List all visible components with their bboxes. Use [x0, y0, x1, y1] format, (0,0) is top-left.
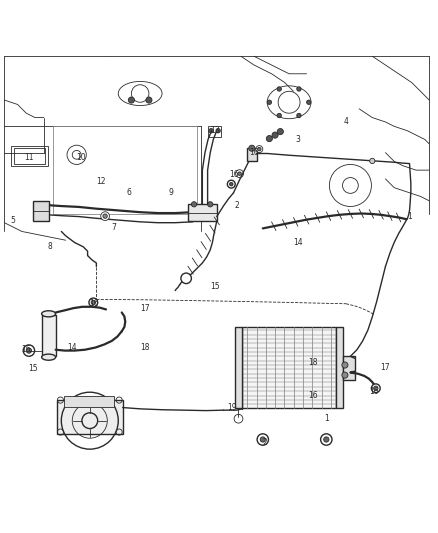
- Bar: [236, 327, 242, 408]
- Circle shape: [371, 384, 380, 393]
- Text: 16: 16: [308, 391, 318, 400]
- Circle shape: [256, 146, 263, 152]
- Text: 15: 15: [210, 282, 219, 290]
- Text: 4: 4: [343, 117, 349, 126]
- Circle shape: [277, 87, 281, 91]
- Circle shape: [23, 345, 35, 356]
- Bar: [42, 314, 56, 356]
- Circle shape: [374, 386, 378, 391]
- Circle shape: [238, 172, 241, 175]
- Circle shape: [89, 298, 98, 307]
- Text: 6: 6: [127, 188, 132, 197]
- Text: 13: 13: [210, 126, 219, 135]
- Text: 3: 3: [295, 135, 300, 144]
- Text: 16: 16: [230, 170, 239, 179]
- Circle shape: [297, 114, 301, 118]
- Circle shape: [101, 212, 110, 221]
- Bar: [11, 146, 48, 166]
- Bar: [208, 126, 221, 138]
- Text: 10: 10: [76, 152, 86, 161]
- Text: 17: 17: [381, 363, 390, 372]
- Circle shape: [209, 128, 213, 133]
- Text: 1: 1: [324, 415, 328, 423]
- Circle shape: [91, 300, 95, 304]
- Text: 15: 15: [28, 364, 38, 373]
- Circle shape: [227, 180, 235, 188]
- Text: 18: 18: [140, 343, 149, 352]
- Circle shape: [128, 97, 134, 103]
- Circle shape: [208, 201, 213, 207]
- Bar: [14, 148, 45, 164]
- Bar: [64, 395, 114, 407]
- Circle shape: [277, 114, 281, 118]
- Circle shape: [103, 214, 107, 219]
- Circle shape: [342, 372, 348, 378]
- Text: 16: 16: [370, 387, 379, 396]
- Text: 8: 8: [48, 243, 53, 251]
- Circle shape: [307, 100, 311, 104]
- Circle shape: [258, 147, 261, 151]
- Bar: [33, 201, 49, 221]
- Circle shape: [267, 100, 272, 104]
- Text: 16: 16: [249, 148, 259, 157]
- Text: 14: 14: [67, 343, 77, 352]
- Text: 11: 11: [24, 152, 33, 161]
- Text: 16: 16: [21, 345, 31, 354]
- Text: 14: 14: [293, 238, 303, 247]
- Bar: [343, 356, 355, 381]
- Bar: [242, 327, 336, 408]
- Text: 19: 19: [227, 403, 237, 412]
- Ellipse shape: [42, 354, 56, 360]
- Circle shape: [181, 273, 191, 284]
- Text: 7: 7: [111, 223, 117, 231]
- Text: 18: 18: [308, 358, 318, 367]
- Bar: [57, 400, 123, 434]
- Circle shape: [249, 145, 255, 151]
- Bar: [247, 148, 257, 161]
- Circle shape: [266, 135, 272, 142]
- Text: 2: 2: [234, 201, 239, 209]
- Text: 1: 1: [407, 212, 412, 221]
- Circle shape: [257, 434, 268, 445]
- Circle shape: [370, 158, 375, 164]
- Text: 5: 5: [11, 216, 16, 225]
- Circle shape: [216, 128, 220, 133]
- Circle shape: [260, 437, 265, 442]
- Text: 17: 17: [140, 304, 149, 313]
- Circle shape: [230, 182, 233, 186]
- Text: 16: 16: [89, 299, 99, 308]
- Text: 2: 2: [263, 438, 267, 447]
- Bar: [336, 327, 343, 408]
- Circle shape: [342, 362, 348, 368]
- Circle shape: [297, 87, 301, 91]
- Circle shape: [146, 97, 152, 103]
- Text: 12: 12: [96, 176, 106, 185]
- Circle shape: [26, 348, 32, 353]
- Text: 9: 9: [168, 188, 173, 197]
- Bar: [188, 204, 217, 221]
- Circle shape: [321, 434, 332, 445]
- Circle shape: [277, 128, 283, 135]
- Circle shape: [191, 201, 197, 207]
- Circle shape: [236, 169, 244, 177]
- Circle shape: [324, 437, 329, 442]
- Ellipse shape: [42, 311, 56, 317]
- Circle shape: [272, 132, 278, 138]
